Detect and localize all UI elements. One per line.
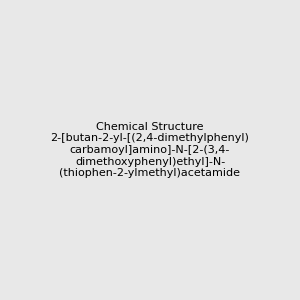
Text: Chemical Structure
2-[butan-2-yl-[(2,4-dimethylphenyl)
carbamoyl]amino]-N-[2-(3,: Chemical Structure 2-[butan-2-yl-[(2,4-d… bbox=[51, 122, 249, 178]
